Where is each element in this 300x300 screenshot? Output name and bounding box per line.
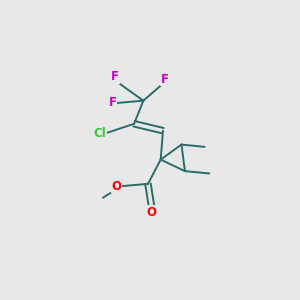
Text: O: O — [146, 206, 156, 219]
Text: F: F — [111, 70, 119, 83]
Text: O: O — [111, 180, 122, 193]
Text: F: F — [161, 73, 169, 86]
Text: F: F — [109, 97, 117, 110]
Text: Cl: Cl — [94, 127, 106, 140]
